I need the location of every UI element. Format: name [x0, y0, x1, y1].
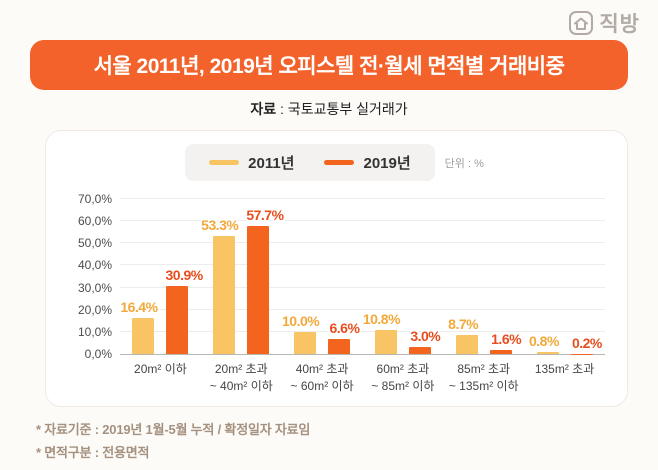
bar-2019	[247, 226, 270, 354]
bar-2011	[294, 331, 317, 354]
title-banner: 서울 2011년, 2019년 오피스텔 전·월세 면적별 거래비중	[30, 40, 628, 90]
bar-column: 6.6%	[328, 199, 360, 354]
bar-group: 10.0% 6.6%	[282, 199, 363, 354]
legend-item-2019: 2019년	[324, 152, 411, 173]
gridline	[120, 330, 605, 332]
bar-group: 16.4% 30.9%	[120, 199, 203, 354]
footnote-line: * 면적구분 : 전용면적	[36, 444, 150, 460]
footnotes: * 자료기준 : 2019년 1월-5월 누적 / 확정일자 자료임 * 면적구분…	[36, 419, 658, 465]
bar-2011	[213, 235, 236, 354]
bar-value-label: 1.6%	[491, 331, 522, 348]
legend-label-2011: 2011년	[248, 155, 295, 172]
source-label: 자료	[250, 101, 277, 117]
bar-pair: 10.0% 6.6%	[282, 199, 360, 354]
gridline	[120, 242, 605, 244]
gridline	[120, 198, 605, 199]
plot-area: 0,0% 10,0% 20,0% 30,0% 40,0% 50,0% 60,0% 70,0% 1…	[78, 192, 605, 361]
y-tick-label: 30,0%	[77, 280, 112, 295]
zigbang-logo: 직방	[0, 0, 658, 36]
logo-house-icon	[569, 10, 594, 35]
bar-group: 0.8% 0.2%	[524, 199, 605, 354]
bar-value-label: 57.7%	[246, 207, 284, 224]
legend-label-2019: 2019년	[363, 155, 411, 172]
bar-column: 1.6%	[489, 199, 522, 354]
bar-value-label: 30.9%	[165, 266, 204, 283]
bar-column: 30.9%	[166, 199, 203, 354]
category-label: 135m² 초과	[534, 362, 595, 376]
source-text: : 국토교통부 실거래가	[276, 101, 408, 117]
bar-value-label: 6.6%	[329, 320, 360, 337]
bar-value-label: 10.8%	[362, 311, 401, 328]
footnote-line: * 자료기준 : 2019년 1월-5월 누적 / 확정일자 자료임	[36, 422, 311, 437]
y-tick-label: 60,0%	[77, 214, 112, 229]
category-label: 60m² 초과 ~ 85m² 이하	[371, 362, 435, 393]
x-axis-labels: 20m² 이하 20m² 초과 ~ 40m² 이하 40m² 초과 ~ 60m² 이…	[120, 361, 605, 395]
gridline	[120, 264, 605, 266]
category-label: 40m² 초과 ~ 60m² 이하	[290, 362, 354, 393]
bar-column: 53.3%	[201, 199, 239, 354]
bar-group: 10.8% 3.0%	[362, 199, 443, 354]
bar-pair: 8.7% 1.6%	[448, 199, 522, 354]
page-title: 서울 2011년, 2019년 오피스텔 전·월세 면적별 거래비중	[93, 55, 565, 78]
legend-box: 2011년 2019년	[185, 144, 435, 181]
bar-value-label: 8.7%	[448, 315, 479, 332]
chart-card: 2011년 2019년 단위 : % 0,0% 10,0% 20,0% 30,0% 40…	[45, 130, 628, 407]
bar-column: 8.7%	[448, 199, 479, 354]
bar-pair: 0.8% 0.2%	[529, 199, 602, 354]
bar-pair: 10.8% 3.0%	[363, 199, 441, 354]
bar-2011	[374, 330, 397, 354]
bar-pair: 16.4% 30.9%	[120, 199, 203, 354]
source-line: 자료 : 국토교통부 실거래가	[0, 99, 658, 119]
bar-pair: 53.3% 57.7%	[201, 199, 284, 354]
bar-group: 53.3% 57.7%	[201, 199, 284, 354]
bar-column: 3.0%	[408, 199, 441, 354]
bar-value-label: 0.2%	[571, 334, 602, 351]
bar-2011	[132, 317, 155, 354]
bar-value-label: 16.4%	[120, 298, 158, 315]
bar-2019	[166, 285, 189, 354]
category-label: 20m² 이하	[134, 362, 187, 376]
legend-item-2011: 2011년	[209, 152, 294, 173]
y-tick-label: 0,0%	[84, 347, 112, 361]
bar-value-label: 10.0%	[281, 312, 320, 329]
bar-value-label: 53.3%	[201, 216, 239, 233]
bar-value-label: 3.0%	[410, 328, 441, 345]
legend-swatch-2011	[209, 160, 240, 165]
bar-2011	[536, 352, 559, 354]
y-tick-label: 40,0%	[77, 258, 112, 273]
gridline	[120, 220, 605, 222]
gridline	[120, 308, 605, 310]
bar-column: 10.8%	[363, 199, 401, 354]
bar-column: 16.4%	[120, 199, 158, 354]
gridline	[120, 286, 605, 288]
y-tick-label: 10,0%	[77, 324, 112, 339]
bar-2019	[489, 350, 512, 354]
y-tick-label: 70,0%	[77, 192, 112, 206]
bar-column: 10.0%	[282, 199, 320, 354]
category-label: 20m² 초과 ~ 40m² 이하	[209, 362, 273, 393]
y-tick-label: 20,0%	[77, 302, 112, 317]
bar-2011	[455, 334, 478, 354]
bar-2019	[408, 347, 431, 354]
unit-label: 단위 : %	[444, 157, 484, 170]
bar-2019	[328, 339, 351, 354]
bar-column: 57.7%	[246, 199, 284, 354]
bar-group: 8.7% 1.6%	[443, 199, 524, 354]
bar-column: 0.2%	[570, 199, 602, 354]
legend: 2011년 2019년 단위 : %	[60, 144, 609, 181]
chart: 0,0% 10,0% 20,0% 30,0% 40,0% 50,0% 60,0% 70,0% 1…	[64, 192, 605, 395]
legend-swatch-2019	[324, 160, 355, 165]
y-tick-label: 50,0%	[77, 236, 112, 251]
logo-text: 직방	[599, 12, 640, 36]
bar-value-label: 0.8%	[528, 333, 559, 350]
category-label: 85m² 초과 ~ 135m² 이하	[448, 362, 519, 393]
bar-column: 0.8%	[529, 199, 559, 354]
